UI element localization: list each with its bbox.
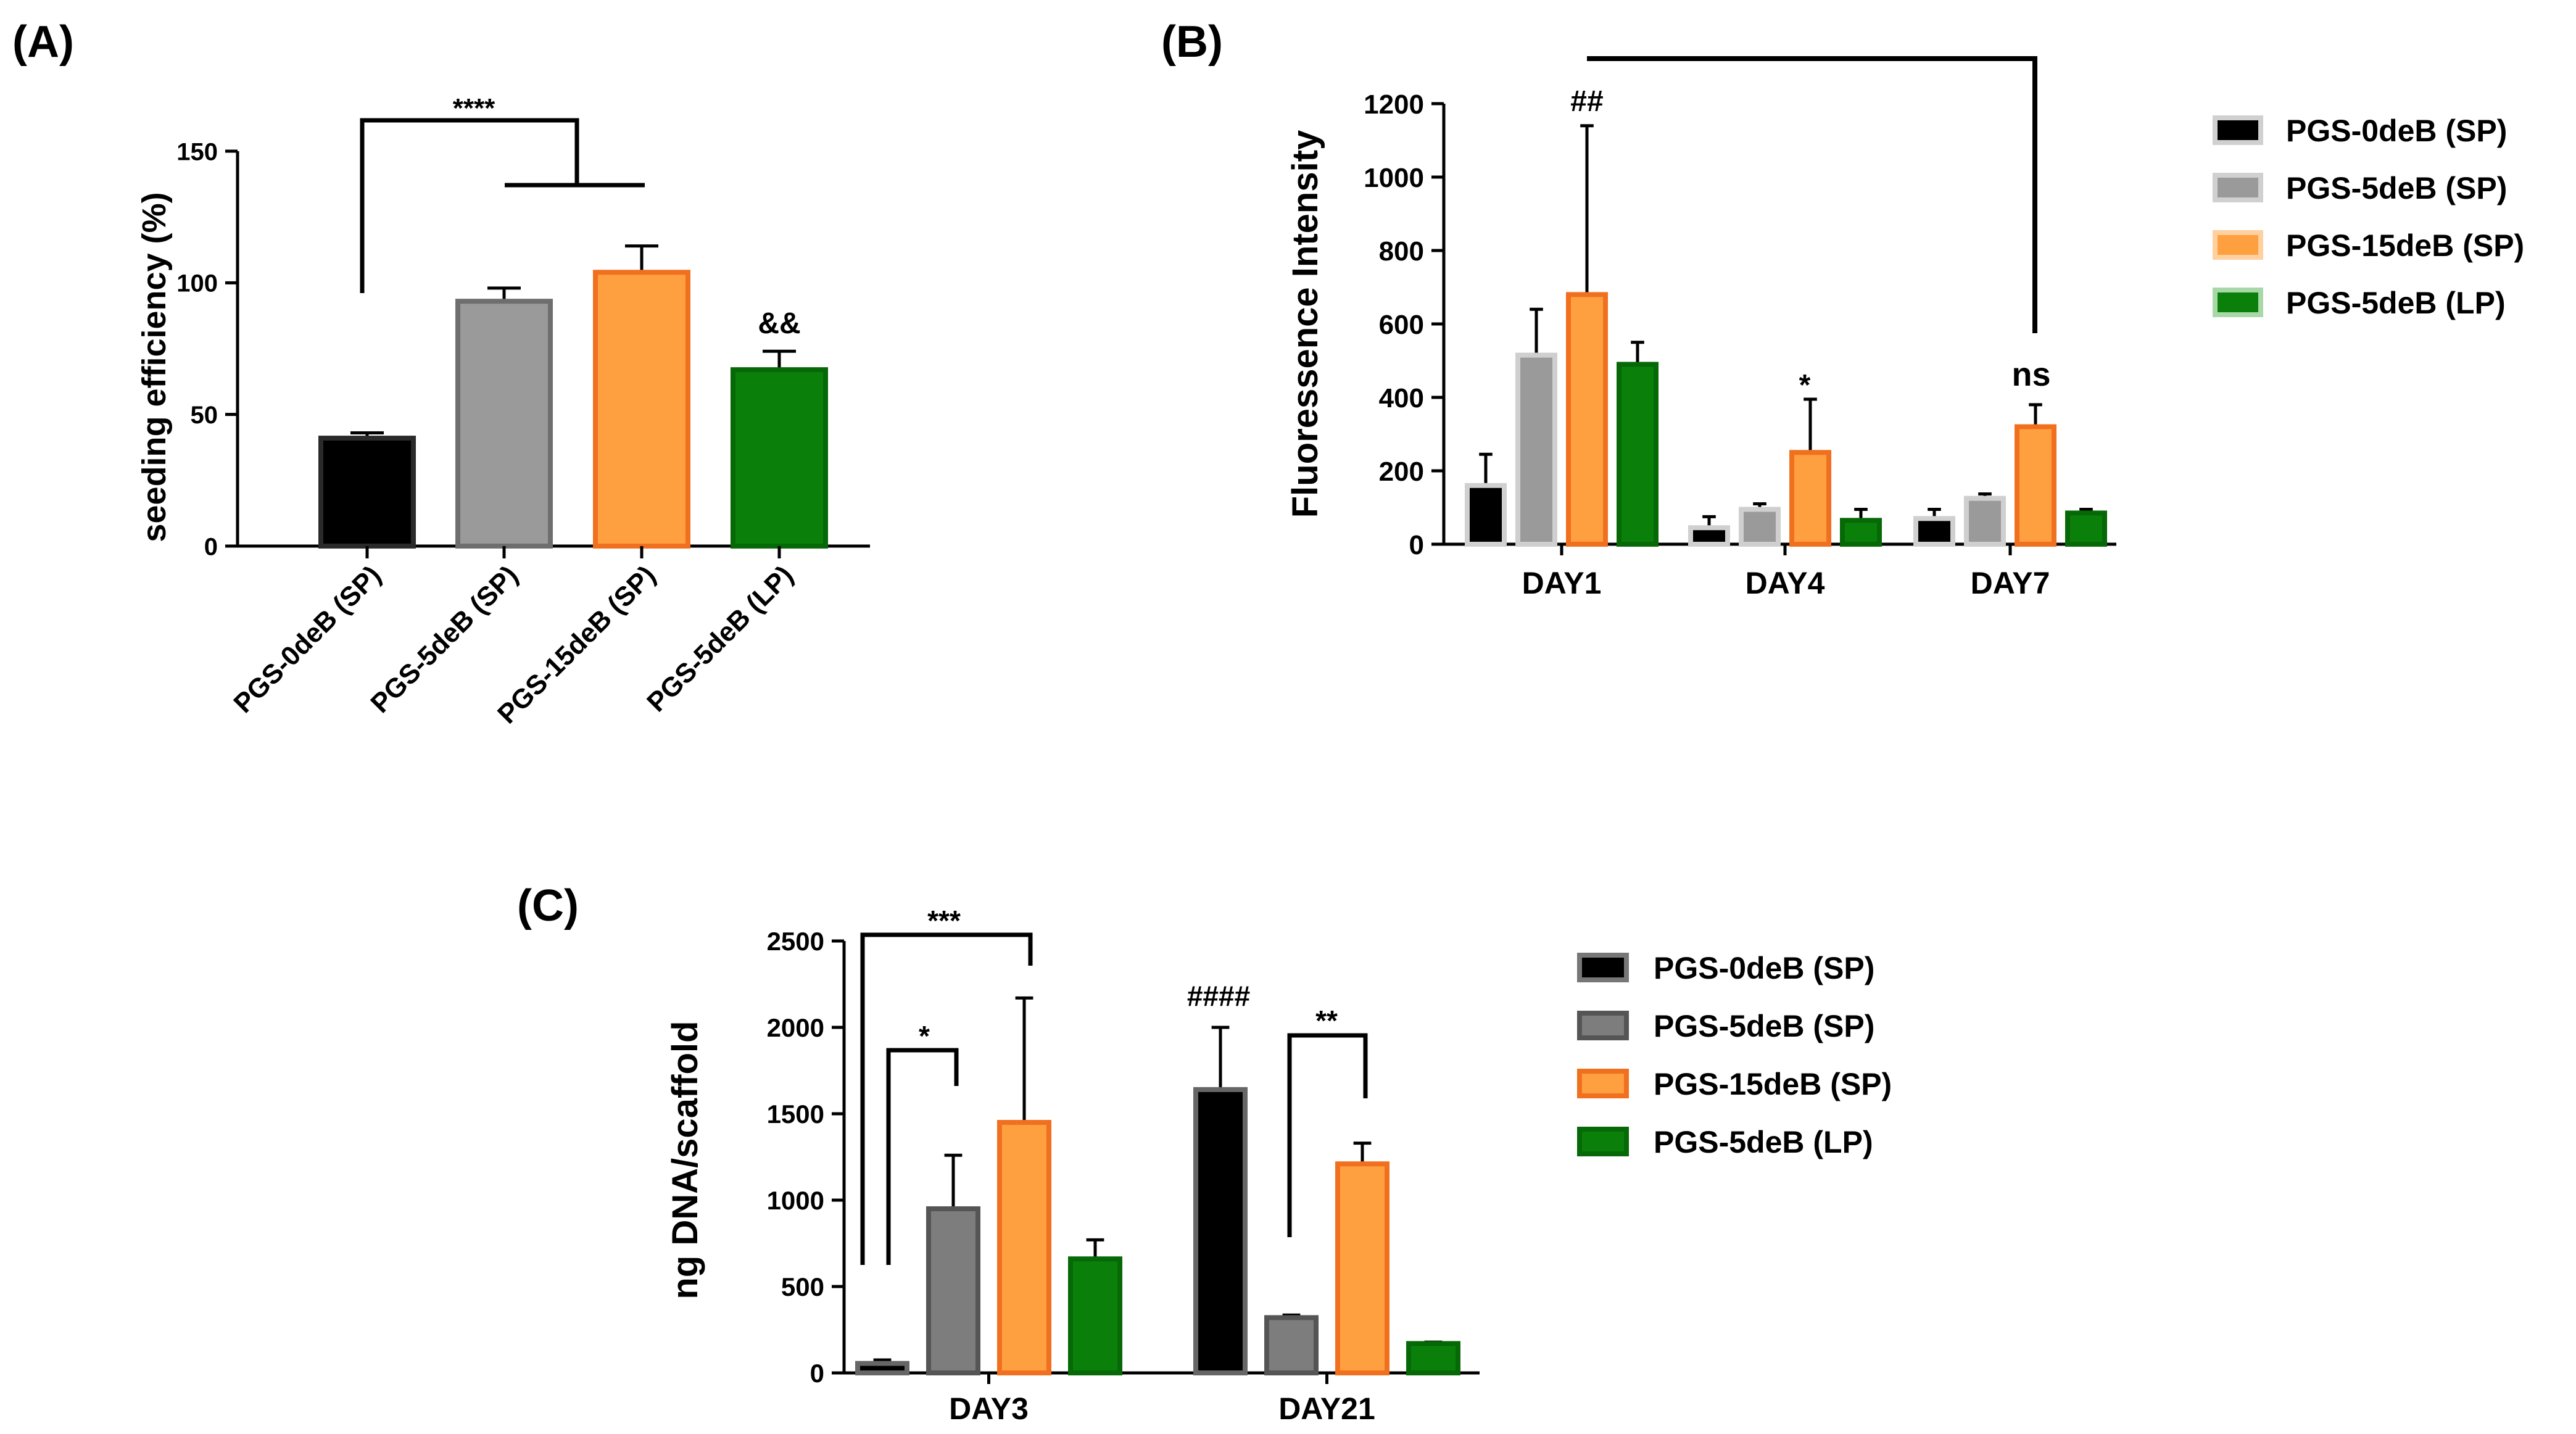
panel-a-bars: [318, 244, 828, 549]
panel-a-y-tick-label: 50: [191, 402, 218, 429]
panel-b-y-tick-label: 1000: [1364, 163, 1424, 193]
panel-c-s0-bar-0: [855, 1361, 909, 1376]
panel-b-legend: PGS-0deB (SP) PGS-5deB (SP) PGS-15deB (SP)…: [2213, 114, 2524, 320]
panel-c-s3-bar-0: [1068, 1256, 1122, 1375]
panel-c-s1-bar-1: [1264, 1315, 1319, 1375]
panel-c-legend-label: PGS-0deB (SP): [1654, 951, 1874, 985]
panel-b-sig-day1: ##: [1570, 85, 1603, 118]
panel-b-y-tick-label: 0: [1409, 530, 1424, 560]
panel-b-x-tick-label: DAY1: [1522, 566, 1602, 600]
panel-b-s2-bar-2: [2015, 424, 2056, 547]
panel-a-y-tick-label: 150: [176, 138, 218, 165]
panel-a-annotations: **** &&: [360, 93, 801, 340]
panel-c-label: (C): [517, 881, 579, 930]
panel-a-x-tick-label: PGS-5deB (SP): [365, 560, 524, 719]
panel-b-s0-bar-0: [1465, 483, 1507, 547]
panel-c-bars: [855, 996, 1460, 1376]
panel-c-sig-2star: **: [1315, 1005, 1338, 1037]
panel-a-x-tick-label: PGS-5deB (LP): [641, 560, 799, 718]
panel-b-legend-swatch: [2213, 288, 2263, 317]
panel-c-y-tick-label: 1500: [767, 1100, 824, 1129]
panel-c-legend-label: PGS-5deB (LP): [1654, 1125, 1873, 1159]
panel-b-sig-bracket: [1587, 56, 2037, 333]
panel-b-s3-bar-0: [1617, 362, 1659, 547]
panel-c-legend: PGS-0deB (SP) PGS-5deB (SP) PGS-15deB (SP)…: [1577, 951, 1892, 1159]
panel-c-s2-bar-1: [1335, 1161, 1389, 1375]
panel-c-x-ticks: DAY3 DAY21: [949, 1373, 1375, 1426]
panel-a-sig-ampersand: &&: [758, 307, 800, 340]
panel-b-y-tick-label: 1200: [1364, 89, 1424, 120]
panel-b-s3-bar-1: [1840, 518, 1882, 547]
panel-b: (B) Fluoressence Intensity 0 200 400 600 800…: [1161, 17, 2524, 600]
panel-b-y-label: Fluoressence Intensity: [1285, 130, 1325, 518]
panel-a-label: (A): [12, 17, 74, 67]
panel-c-sig-bracket-2star: [1287, 1033, 1368, 1237]
panel-b-s3-bar-2: [2065, 510, 2107, 547]
panel-b-y-tick-label: 400: [1379, 383, 1424, 413]
panel-b-legend-label: PGS-0deB (SP): [2286, 114, 2507, 148]
panel-a-y-label: seeding efficiency (%): [136, 192, 173, 542]
panel-a: (A) seeding efficiency (%) 0 50 100 150 PGS…: [12, 17, 870, 729]
panel-a-bar-3: [731, 367, 828, 549]
panel-c-x-tick-label: DAY21: [1278, 1391, 1375, 1426]
panel-c-sig-1star: *: [919, 1020, 930, 1052]
panel-c-y-tick-label: 2500: [767, 927, 824, 956]
panel-b-y-tick-label: 800: [1379, 236, 1424, 267]
panel-b-s2-bar-1: [1789, 450, 1831, 547]
panel-c-sig-hash: ####: [1187, 980, 1250, 1012]
panel-b-s0-bar-2: [1913, 516, 1955, 547]
panel-c-s0-bar-1: [1193, 1087, 1248, 1376]
panel-c-sig-bracket-3star: [860, 932, 1033, 1265]
panel-c-y-tick-label: 500: [781, 1272, 824, 1301]
panel-c-legend-label: PGS-5deB (SP): [1654, 1009, 1874, 1043]
panel-b-sig-day7: ns: [2011, 356, 2050, 393]
panel-c: (C) ng DNA/scaffold 0 500 1000 1500 2000 2500…: [517, 881, 1892, 1426]
panel-b-annotations: ## * ns: [1570, 56, 2051, 402]
panel-c-sig-3star: ***: [927, 905, 961, 937]
panel-a-bar-0: [318, 436, 416, 549]
panel-b-bars: [1465, 124, 2107, 547]
panel-c-legend-label: PGS-15deB (SP): [1654, 1067, 1892, 1101]
panel-b-legend-label: PGS-5deB (SP): [2286, 171, 2507, 205]
panel-b-s1-bar-0: [1515, 352, 1557, 547]
panel-c-y-tick-label: 0: [810, 1359, 824, 1388]
panel-c-legend-swatch: [1577, 953, 1629, 982]
panel-b-x-tick-label: DAY7: [1971, 566, 2050, 600]
panel-c-y-tick-label: 1000: [767, 1186, 824, 1215]
panel-b-y-tick-label: 600: [1379, 310, 1424, 340]
panel-b-legend-swatch: [2213, 115, 2263, 145]
panel-b-y-tick-label: 200: [1379, 457, 1424, 487]
panel-b-legend-label: PGS-15deB (SP): [2286, 228, 2524, 263]
panel-b-x-ticks: DAY1 DAY4 DAY7: [1522, 544, 2050, 600]
panel-c-sig-bracket-1star: [886, 1048, 959, 1265]
panel-a-sig-bracket: [360, 118, 579, 293]
panel-b-s2-bar-0: [1566, 292, 1608, 547]
panel-c-legend-swatch: [1577, 1011, 1629, 1040]
panel-c-legend-swatch: [1577, 1069, 1629, 1098]
panel-b-s0-bar-1: [1688, 525, 1730, 547]
panel-c-s1-bar-0: [926, 1206, 980, 1375]
panel-c-s2-bar-0: [997, 1120, 1051, 1375]
panel-b-legend-swatch: [2213, 173, 2263, 202]
panel-c-x-tick-label: DAY3: [949, 1391, 1029, 1426]
panel-a-y-tick-label: 0: [204, 533, 218, 560]
panel-a-x-ticks: PGS-0deB (SP)PGS-5deB (SP)PGS-15deB (SP)…: [228, 546, 799, 729]
panel-a-x-tick-label: PGS-0deB (SP): [228, 560, 387, 719]
panel-b-sig-day4: *: [1799, 369, 1811, 402]
panel-c-y-tick-label: 2000: [767, 1013, 824, 1042]
panel-a-bar-2: [593, 270, 690, 549]
panel-a-bar-1: [455, 299, 553, 549]
panel-b-legend-swatch: [2213, 230, 2263, 260]
panel-a-y-tick-label: 100: [176, 270, 218, 297]
panel-b-label: (B): [1161, 17, 1223, 67]
panel-c-annotations: *** * #### **: [860, 905, 1368, 1265]
panel-c-legend-swatch: [1577, 1127, 1629, 1156]
panel-c-y-label: ng DNA/scaffold: [665, 1021, 705, 1299]
panel-b-x-tick-label: DAY4: [1746, 566, 1825, 600]
panel-b-s1-bar-1: [1739, 507, 1781, 547]
panel-b-s1-bar-2: [1964, 495, 2006, 547]
panel-c-s3-bar-1: [1406, 1341, 1460, 1375]
panel-b-legend-label: PGS-5deB (LP): [2286, 286, 2506, 320]
